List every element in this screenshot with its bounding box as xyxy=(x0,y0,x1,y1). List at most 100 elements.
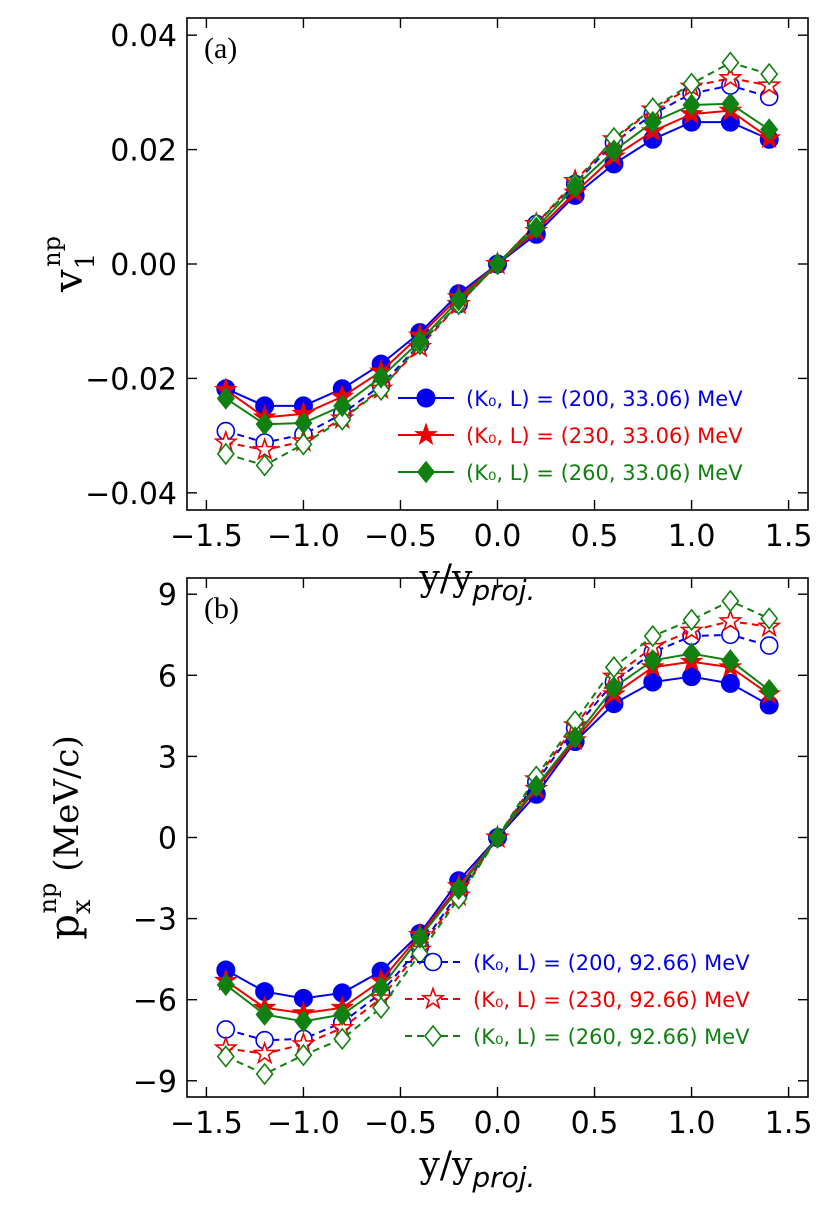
legend-entry: (K₀, L) = (260, 33.06) MeV xyxy=(398,460,743,485)
x-axis-label: y/yproj. xyxy=(419,558,536,607)
series-line xyxy=(225,599,770,1076)
data-point xyxy=(759,636,779,655)
y-axis-label-sub: x xyxy=(67,899,97,914)
series-2 xyxy=(216,92,779,436)
legend-marker xyxy=(416,460,436,484)
data-point xyxy=(449,288,468,312)
data-point xyxy=(410,942,429,966)
data-point xyxy=(760,62,779,86)
y-tick-label: −0.02 xyxy=(85,362,177,397)
x-tick-label: 1.0 xyxy=(668,1106,716,1141)
legend-marker xyxy=(414,422,438,446)
data-point xyxy=(294,1010,313,1033)
data-point xyxy=(333,394,352,418)
x-tick-label: 0.0 xyxy=(474,1106,522,1141)
legend-label: (K₀, L) = (200, 33.06) MeV xyxy=(466,387,743,411)
data-point xyxy=(604,139,623,163)
data-point xyxy=(410,926,429,949)
y-tick-label: −3 xyxy=(133,903,177,938)
data-point xyxy=(410,329,429,353)
y-tick-label: 3 xyxy=(158,740,177,775)
legend-entry: (K₀, L) = (260, 92.66) MeV xyxy=(405,1024,750,1049)
data-point xyxy=(333,1027,352,1051)
legend-entry: (K₀, L) = (230, 92.66) MeV xyxy=(405,986,750,1012)
data-point xyxy=(721,51,740,74)
x-tick-label: 1.5 xyxy=(765,1106,813,1141)
x-tick-label: −1.0 xyxy=(267,519,340,554)
x-axis-label-sub: proj. xyxy=(471,574,535,607)
data-point xyxy=(604,676,623,699)
data-point xyxy=(760,678,779,702)
y-axis-label: pxnp (MeV/c) xyxy=(34,735,97,939)
data-point xyxy=(682,608,701,632)
data-point xyxy=(216,1020,236,1039)
x-tick-label: 0.5 xyxy=(571,1106,619,1141)
data-point xyxy=(216,973,235,997)
legend-marker xyxy=(416,388,436,408)
y-tick-label: 9 xyxy=(158,578,177,613)
data-point xyxy=(216,1045,235,1068)
x-tick-label: −1.0 xyxy=(267,1106,340,1141)
x-axis-label-sub: proj. xyxy=(471,1161,535,1194)
legend-label: (K₀, L) = (230, 33.06) MeV xyxy=(466,424,743,448)
x-tick-label: 1.5 xyxy=(765,519,813,554)
data-point xyxy=(294,432,313,456)
x-axis-label-main: y/y xyxy=(419,1145,473,1186)
data-point xyxy=(294,1043,313,1067)
data-point xyxy=(216,387,235,410)
data-point xyxy=(449,877,468,901)
data-point xyxy=(294,411,313,435)
legend-marker xyxy=(423,952,443,972)
series-line xyxy=(225,77,770,451)
data-point xyxy=(488,252,507,276)
data-point xyxy=(718,65,743,89)
data-point xyxy=(216,442,235,466)
legend-entry: (K₀, L) = (200, 92.66) MeV xyxy=(405,951,750,975)
panel-label: (a) xyxy=(204,32,237,65)
x-tick-label: 0.5 xyxy=(571,519,619,554)
data-point xyxy=(566,726,585,749)
data-point xyxy=(527,774,546,798)
data-point xyxy=(682,642,701,665)
y-tick-label: 0 xyxy=(158,822,177,857)
data-point xyxy=(643,672,663,692)
legend-label: (K₀, L) = (230, 92.66) MeV xyxy=(473,988,750,1012)
data-point xyxy=(718,608,743,632)
y-tick-label: −6 xyxy=(133,984,177,1019)
x-tick-label: 0.0 xyxy=(474,519,522,554)
data-point xyxy=(372,976,391,999)
legend-marker xyxy=(423,1024,443,1048)
y-axis-label-main: p xyxy=(42,914,88,940)
legend-entry: (K₀, L) = (230, 33.06) MeV xyxy=(398,422,743,448)
legend-label: (K₀, L) = (200, 92.66) MeV xyxy=(473,951,750,975)
data-point xyxy=(566,175,585,199)
x-tick-label: −1.5 xyxy=(170,1106,243,1141)
y-axis-label-sub: 1 xyxy=(71,253,101,270)
data-point xyxy=(643,649,662,672)
data-point xyxy=(333,408,352,431)
data-point xyxy=(721,649,740,672)
y-axis-label-main: v xyxy=(46,269,92,293)
data-point xyxy=(372,365,391,389)
data-point xyxy=(255,454,274,477)
data-point xyxy=(255,412,274,436)
x-tick-label: 1.0 xyxy=(668,519,716,554)
data-point xyxy=(372,996,391,1020)
panel-label: (b) xyxy=(204,592,239,625)
data-point xyxy=(333,1003,352,1026)
data-point xyxy=(488,826,507,849)
data-point xyxy=(643,110,662,134)
data-point xyxy=(372,378,391,402)
y-axis-label-sup: np xyxy=(38,236,66,267)
y-tick-label: 6 xyxy=(158,659,177,694)
series-2 xyxy=(216,642,779,1033)
data-point xyxy=(682,667,702,687)
data-point xyxy=(643,624,662,648)
legend-label: (K₀, L) = (260, 92.66) MeV xyxy=(473,1025,750,1049)
x-tick-label: −0.5 xyxy=(364,1106,437,1141)
y-tick-label: 0.02 xyxy=(110,134,177,169)
y-axis-label: v1 np xyxy=(38,236,101,293)
data-point xyxy=(720,673,740,693)
legend-marker xyxy=(420,986,446,1010)
